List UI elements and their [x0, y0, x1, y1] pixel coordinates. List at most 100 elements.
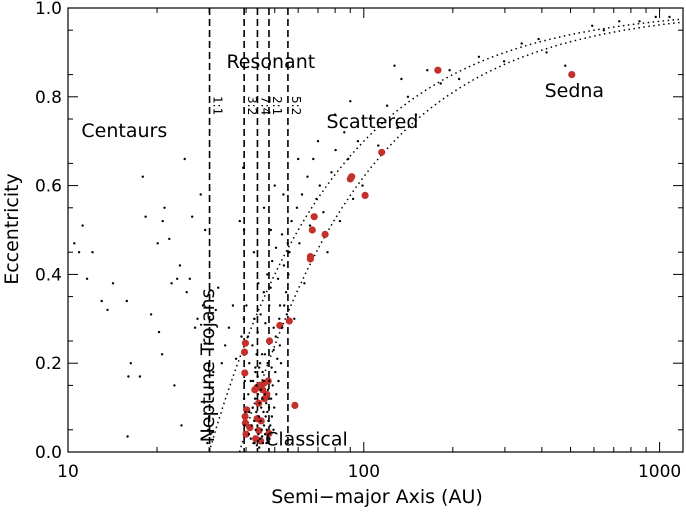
data-point [351, 197, 355, 201]
data-point [191, 215, 194, 218]
data-point [193, 326, 197, 329]
y-tick-label: 0.2 [35, 354, 62, 374]
data-point [207, 428, 210, 431]
data-point [282, 193, 285, 196]
data-point [280, 233, 284, 236]
x-tick-label: 1000 [638, 462, 681, 482]
data-point [266, 410, 269, 414]
resonance-label: 1:1 [211, 96, 225, 115]
data-point [349, 100, 352, 103]
data-point [414, 113, 418, 116]
data-point [457, 77, 461, 81]
resonance-label: 3:2 [245, 96, 259, 115]
data-point [267, 419, 270, 423]
data-point [276, 277, 280, 280]
data-point [273, 184, 276, 187]
data-point [261, 370, 264, 374]
data-point [258, 402, 261, 405]
highlighted-point [568, 71, 576, 79]
highlighted-point [251, 386, 259, 394]
data-point [448, 69, 451, 72]
data-point [262, 291, 265, 294]
data-point [269, 286, 272, 289]
data-point [303, 282, 306, 285]
data-point [282, 264, 286, 267]
data-point [257, 282, 260, 285]
data-point [264, 415, 267, 418]
data-point [258, 446, 261, 449]
data-point [278, 304, 282, 307]
data-point [377, 144, 380, 147]
region-label: Neptune Trojans [197, 288, 219, 442]
data-point [258, 437, 262, 440]
data-point [274, 370, 277, 374]
y-tick-label: 0.6 [35, 177, 62, 197]
data-point [251, 379, 255, 383]
data-point [262, 410, 265, 414]
data-point [654, 15, 657, 19]
resonance-label: 2:1 [270, 96, 284, 115]
data-point [262, 424, 266, 427]
data-point [256, 393, 260, 396]
data-point [256, 439, 260, 443]
data-point [251, 406, 254, 409]
data-point [298, 242, 301, 245]
data-point [251, 344, 254, 347]
data-point [253, 317, 256, 320]
highlighted-point [241, 412, 249, 421]
plot-frame: 0.0 0.2 0.4 0.6 0.8 1.0 10 100 1000 [35, 0, 684, 482]
data-point [262, 206, 266, 209]
data-point [100, 299, 103, 303]
data-point [85, 277, 89, 280]
data-point [254, 366, 257, 369]
data-point [244, 410, 247, 414]
highlighted-point [240, 348, 249, 356]
data-point [259, 419, 262, 423]
data-point [318, 184, 321, 187]
data-point [253, 441, 256, 445]
data-point [393, 64, 396, 67]
data-point [161, 219, 164, 223]
data-point [256, 330, 259, 334]
data-point [185, 291, 188, 294]
data-point [207, 415, 211, 418]
data-point [129, 362, 132, 365]
data-point [261, 397, 264, 400]
data-point [249, 379, 252, 383]
data-point [227, 326, 231, 329]
data-point [290, 219, 293, 223]
data-point [356, 140, 360, 143]
data-point [293, 317, 296, 320]
highlighted-point [308, 226, 316, 234]
data-point [260, 353, 264, 356]
data-point [246, 335, 250, 338]
data-point [149, 313, 153, 316]
data-point [272, 326, 275, 329]
data-point [250, 424, 253, 427]
perihelion-curves [208, 18, 684, 453]
data-points [73, 15, 671, 449]
highlighted-point [259, 386, 267, 394]
data-point [322, 211, 325, 214]
perihelion-curve [238, 21, 684, 453]
data-point [253, 397, 257, 400]
data-point [315, 197, 318, 201]
data-point [668, 15, 671, 19]
data-point [270, 366, 273, 369]
data-point [281, 326, 284, 329]
data-point [520, 42, 523, 45]
data-point [286, 242, 289, 245]
region-label: Centaurs [81, 120, 167, 142]
highlighted-point [378, 148, 386, 156]
highlighted-point [361, 191, 369, 199]
highlighted-point [306, 255, 314, 263]
highlighted-point [265, 337, 274, 345]
data-point [257, 433, 260, 436]
data-point [278, 344, 281, 347]
data-point [206, 441, 209, 445]
x-axis-title: Semi−major Axis (AU) [271, 486, 483, 508]
data-point [256, 375, 259, 378]
region-label: Classical [265, 428, 348, 450]
y-tick-label: 0.0 [35, 443, 62, 463]
data-point [591, 24, 594, 27]
